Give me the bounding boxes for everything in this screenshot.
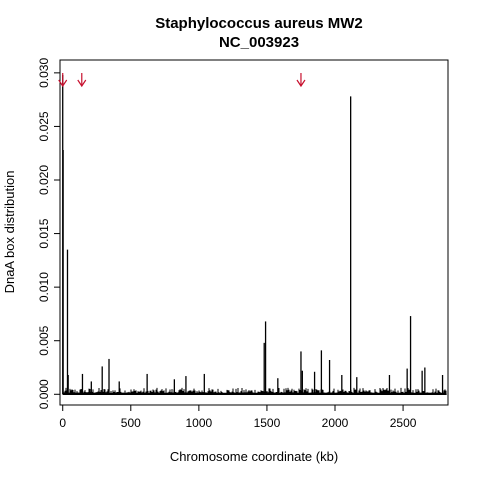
origin-arrow xyxy=(296,73,306,88)
y-tick-label: 0.010 xyxy=(37,272,51,302)
x-axis-label: Chromosome coordinate (kb) xyxy=(170,449,338,464)
y-axis: 0.000 0.005 0.010 0.015 0.020 0.025 0.030 xyxy=(37,58,61,409)
y-tick-label: 0.025 xyxy=(37,111,51,141)
y-tick-label: 0.030 xyxy=(37,58,51,88)
data-bars xyxy=(62,75,444,395)
y-tick-label: 0.000 xyxy=(37,379,51,409)
origin-arrow xyxy=(58,73,68,88)
y-tick-label: 0.005 xyxy=(37,325,51,355)
x-tick-label: 1000 xyxy=(186,416,213,430)
x-tick-label: 1500 xyxy=(254,416,281,430)
x-tick-label: 2500 xyxy=(390,416,417,430)
plot-frame xyxy=(59,59,449,406)
chart-title: Staphylococcus aureus MW2 xyxy=(155,15,363,32)
y-axis-label: DnaA box distribution xyxy=(2,171,17,294)
y-tick-label: 0.015 xyxy=(37,218,51,248)
x-tick-label: 2000 xyxy=(322,416,349,430)
chart-subtitle: NC_003923 xyxy=(219,34,299,51)
origin-arrow xyxy=(77,73,87,88)
x-tick-label: 0 xyxy=(59,416,66,430)
origin-arrows xyxy=(58,73,306,88)
y-tick-label: 0.020 xyxy=(37,165,51,195)
x-axis: 0 500 1000 1500 2000 2500 xyxy=(59,404,417,430)
x-tick-label: 500 xyxy=(121,416,141,430)
